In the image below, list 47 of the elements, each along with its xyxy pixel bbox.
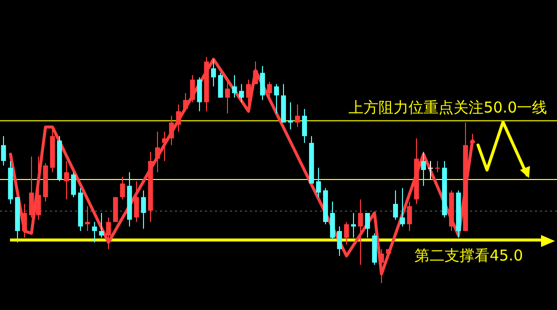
candlestick: [435, 160, 440, 173]
candlestick: [106, 216, 111, 250]
candlestick: [211, 58, 216, 87]
candlestick: [29, 156, 34, 218]
candlestick: [239, 84, 244, 103]
candlestick: [428, 160, 433, 180]
candlestick: [22, 203, 27, 238]
candlestick: [197, 76, 202, 112]
candlestick: [393, 190, 398, 220]
candlestick: [134, 180, 139, 222]
candlestick: [71, 172, 76, 198]
candlestick: [218, 72, 223, 98]
candlestick: [176, 104, 181, 132]
candlestick: [421, 151, 426, 186]
candlestick: [400, 188, 405, 227]
candlestick: [274, 84, 279, 114]
candlestick: [351, 212, 356, 238]
ref-line-label: 上方阻力位重点关注50.0一线: [348, 98, 547, 117]
candlestick: [365, 212, 370, 238]
candlestick: [267, 81, 272, 103]
candlestick: [190, 74, 195, 103]
candlestick: [225, 79, 230, 114]
candlestick: [99, 212, 104, 238]
candlestick: [316, 167, 321, 198]
candlestick: [246, 79, 251, 108]
candlestick: [141, 190, 146, 230]
candlestick: [260, 66, 265, 100]
candlestick: [337, 226, 342, 256]
candlestick: [169, 115, 174, 146]
candlestick: [92, 221, 97, 243]
candlestick: [358, 198, 363, 266]
candlestick: [36, 156, 41, 220]
candlestick: [64, 160, 69, 200]
ref-line-label: 第二支撑看45.0: [414, 246, 523, 264]
candlestick: [407, 201, 412, 232]
candlestick: [183, 92, 188, 112]
candlestick: [162, 131, 167, 162]
candlestick: [288, 102, 293, 130]
candlestick: [85, 206, 90, 232]
candlestick: [1, 136, 6, 166]
candlestick: [232, 74, 237, 98]
candlestick: [120, 176, 125, 200]
candlestick: [295, 104, 300, 128]
candlestick: [155, 131, 160, 173]
candlestick: [344, 221, 349, 246]
candlestick: [302, 108, 307, 144]
candlestick: [253, 61, 258, 85]
